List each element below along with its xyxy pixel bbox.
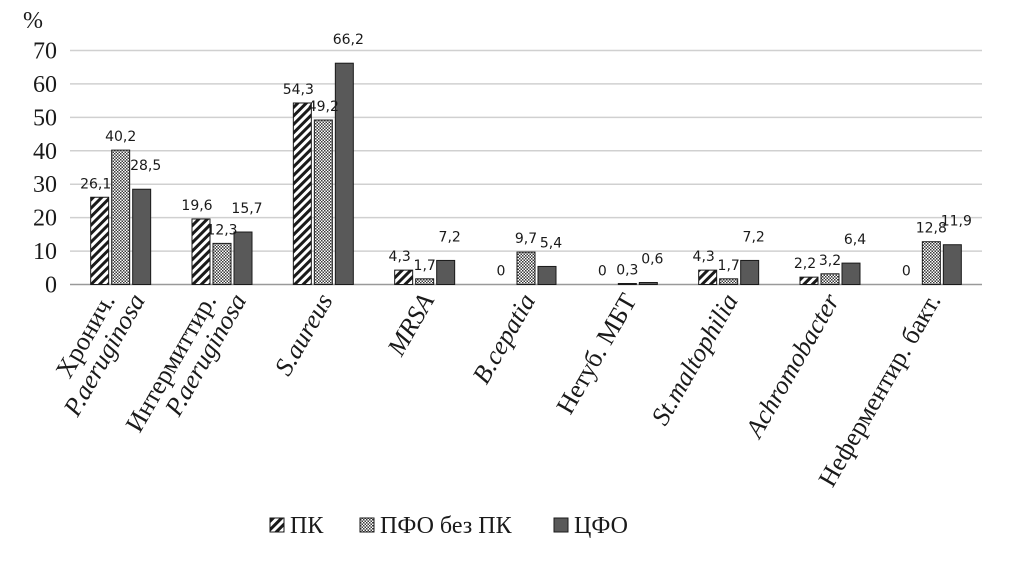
data-label: 9,7	[515, 231, 537, 247]
bar	[638, 281, 658, 286]
bar	[617, 282, 637, 285]
data-label: 1,7	[718, 258, 740, 274]
data-label: 12,3	[206, 222, 237, 238]
legend-entry: ЦФО	[574, 513, 628, 539]
data-labels: 26,140,228,519,612,315,754,349,266,24,31…	[80, 32, 972, 279]
bar	[313, 119, 333, 285]
bar	[292, 102, 312, 285]
data-label: 11,9	[941, 214, 972, 230]
bar	[436, 259, 456, 285]
bar	[799, 276, 819, 286]
data-label: 4,3	[389, 249, 411, 265]
bar	[740, 259, 760, 285]
bar	[415, 278, 435, 285]
bar	[334, 62, 354, 286]
x-tick-label: B.cepatia	[467, 289, 542, 389]
data-label: 54,3	[283, 82, 314, 98]
bar	[111, 149, 131, 285]
data-label: 1,7	[414, 258, 436, 274]
data-label: 6,4	[844, 232, 866, 248]
data-label: 7,2	[743, 229, 765, 245]
legend-swatch	[553, 517, 569, 533]
data-label: 19,6	[181, 198, 212, 214]
y-tick-label: 70	[33, 39, 57, 65]
data-label: 0	[598, 264, 607, 280]
x-tick-label: S.aureus	[269, 289, 339, 381]
data-label: 0,3	[616, 262, 638, 278]
legend-swatch	[359, 517, 375, 533]
bar	[841, 262, 861, 285]
bar	[132, 188, 152, 286]
data-label: 4,3	[693, 249, 715, 265]
bar	[537, 265, 557, 286]
data-label: 15,7	[231, 201, 262, 217]
legend-entry: ПФО без ПК	[380, 513, 513, 539]
y-axis-label: %	[23, 8, 43, 34]
y-axis-ticks: 0 10 20 30 40 50 60 70	[33, 39, 57, 299]
bar	[942, 244, 962, 285]
bar	[719, 278, 739, 285]
data-label: 49,2	[308, 99, 339, 115]
legend-entry: ПК	[290, 513, 324, 539]
bar	[90, 196, 110, 286]
bar	[698, 269, 718, 285]
bars	[90, 62, 962, 286]
y-tick-label: 10	[33, 239, 57, 265]
bar	[212, 242, 232, 285]
y-tick-label: 20	[33, 206, 57, 232]
data-label: 12,8	[916, 221, 947, 237]
y-tick-label: 50	[33, 105, 57, 131]
y-tick-label: 40	[33, 139, 57, 165]
data-label: 7,2	[439, 229, 461, 245]
bar	[516, 251, 536, 285]
data-label: 2,2	[794, 256, 816, 272]
y-tick-label: 60	[33, 72, 57, 98]
data-label: 0,6	[641, 251, 663, 267]
data-label: 40,2	[105, 129, 136, 145]
data-label: 0	[497, 264, 506, 280]
y-tick-label: 30	[33, 172, 57, 198]
bar	[921, 241, 941, 285]
x-tick-label: Нетуб. МБТ	[551, 288, 643, 418]
data-label: 3,2	[819, 253, 841, 269]
bar	[820, 273, 840, 285]
data-label: 28,5	[130, 158, 161, 174]
x-tick-label: MRSA	[381, 288, 440, 361]
bar	[191, 218, 211, 285]
y-tick-label: 0	[45, 273, 57, 299]
bar	[233, 231, 253, 285]
bar	[394, 269, 414, 285]
x-axis-tick-labels: Хронич.P.aeruginosaИнтермиттир.P.aerugin…	[50, 288, 947, 492]
x-tick-label: Achromobacter	[739, 288, 846, 444]
legend: ПК ПФО без ПК ЦФО	[269, 513, 628, 539]
x-tick-label: St.maltophilia	[645, 289, 743, 430]
data-label: 0	[902, 264, 911, 280]
data-label: 66,2	[333, 32, 364, 48]
legend-swatch	[269, 517, 285, 533]
data-label: 26,1	[80, 176, 111, 192]
data-label: 5,4	[540, 235, 562, 251]
